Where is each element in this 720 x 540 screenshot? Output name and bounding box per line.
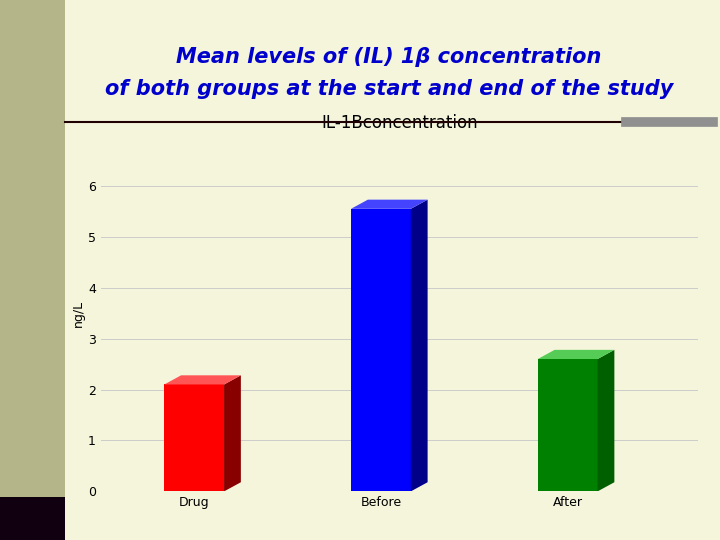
Text: of both groups at the start and end of the study: of both groups at the start and end of t… <box>104 79 673 99</box>
Title: IL-1Bconcentration: IL-1Bconcentration <box>321 114 478 132</box>
Text: Mean levels of (IL) 1β concentration: Mean levels of (IL) 1β concentration <box>176 46 601 67</box>
Polygon shape <box>224 375 241 491</box>
Bar <box>538 359 598 491</box>
Polygon shape <box>411 200 428 491</box>
Polygon shape <box>598 350 614 491</box>
Bar <box>351 209 411 491</box>
Bar <box>164 384 224 491</box>
Polygon shape <box>538 350 614 359</box>
Polygon shape <box>164 375 241 384</box>
Y-axis label: ng/L: ng/L <box>72 300 85 327</box>
Polygon shape <box>351 200 428 209</box>
